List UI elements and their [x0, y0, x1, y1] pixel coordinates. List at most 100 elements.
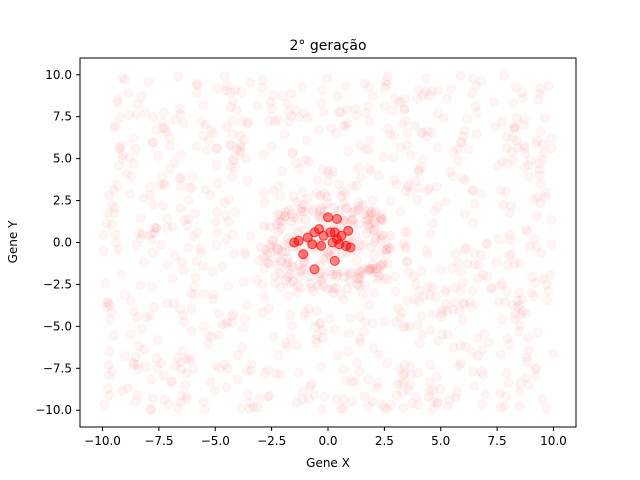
scatter-point-bg [542, 295, 553, 306]
scatter-point-bg [167, 273, 178, 284]
scatter-point-bg [368, 318, 378, 329]
scatter-point-bg [169, 157, 180, 168]
scatter-point-bg [467, 88, 478, 99]
scatter-point-bg [331, 394, 342, 405]
scatter-point-halo [368, 215, 379, 226]
scatter-point-bg [329, 324, 340, 335]
scatter-point-bg [192, 227, 203, 238]
scatter-point-halo [364, 206, 375, 216]
scatter-point-bg [372, 383, 382, 393]
scatter-point-bg [366, 265, 377, 276]
scatter-point-halo [347, 207, 358, 218]
scatter-point-bg [147, 199, 158, 210]
scatter-point-bg [162, 214, 173, 225]
scatter-point-bg [211, 360, 222, 371]
scatter-point-bg [368, 343, 379, 354]
scatter-point-bg [245, 231, 256, 242]
scatter-point-bg [227, 317, 238, 328]
scatter-point-bg [205, 190, 216, 201]
scatter-point-bg [206, 331, 217, 342]
scatter-point-halo [279, 240, 290, 250]
scatter-point-halo [354, 201, 365, 212]
scatter-point-bg [531, 371, 541, 382]
scatter-point-bg [402, 256, 413, 267]
scatter-point-bg [219, 319, 230, 329]
scatter-point-halo [370, 206, 381, 217]
scatter-point-bg [126, 171, 137, 182]
scatter-point-bg [388, 152, 399, 163]
scatter-point-bg [116, 140, 127, 151]
scatter-point-bg [302, 193, 313, 204]
scatter-point-bg [496, 314, 507, 325]
scatter-point-bg [308, 286, 319, 297]
scatter-point-bg [167, 376, 178, 387]
scatter-point-bg [530, 139, 541, 150]
scatter-point-halo [283, 204, 294, 215]
scatter-point-halo [370, 217, 381, 228]
scatter-point-bg [529, 195, 540, 205]
scatter-point-halo [331, 221, 342, 232]
scatter-point-bg [530, 233, 541, 244]
scatter-point-bg [324, 168, 335, 179]
scatter-point-bg [462, 258, 473, 269]
scatter-point-bg [410, 279, 421, 290]
scatter-point-bg [303, 394, 314, 405]
scatter-point-bg [418, 291, 429, 302]
scatter-point-bg [175, 180, 186, 191]
scatter-point-bg [362, 265, 373, 276]
scatter-point-bg [477, 269, 488, 280]
scatter-point-bg [227, 129, 238, 140]
scatter-point-bg [546, 215, 557, 225]
y-axis: −10.0 −7.5 −5.0 −2.5 0.0 2.5 5.0 7.5 10.0 [35, 68, 80, 417]
scatter-point-bg [303, 156, 314, 167]
scatter-point-bg [328, 166, 339, 177]
scatter-point-bg [334, 179, 344, 190]
scatter-point-bg [237, 116, 248, 127]
scatter-point-bg [208, 294, 219, 305]
x-tick-label: 2.5 [375, 434, 394, 448]
scatter-point-bg [413, 164, 424, 175]
scatter-point-bg [447, 171, 458, 182]
scatter-point-bg [196, 247, 207, 258]
scatter-point-bg [462, 114, 473, 125]
scatter-point-bg [338, 403, 349, 414]
scatter-point-bg [395, 206, 406, 217]
scatter-point-bg [157, 117, 168, 127]
scatter-point-bg [471, 129, 482, 140]
scatter-point-bg [201, 145, 212, 156]
scatter-point-bg [231, 105, 242, 116]
scatter-point-halo [265, 239, 276, 250]
scatter-point-bg [395, 312, 406, 323]
scatter-point-bg [109, 330, 120, 341]
scatter-point-bg [335, 106, 346, 117]
scatter-point-bg [186, 304, 197, 314]
scatter-point-bg [253, 402, 263, 413]
scatter-point-bg [241, 153, 252, 164]
scatter-point-bg [312, 175, 323, 186]
scatter-point-bg [287, 147, 298, 158]
scatter-point-bg [269, 116, 280, 127]
scatter-point-bg [518, 92, 529, 103]
scatter-point-bg [519, 140, 530, 151]
scatter-point-bg [191, 80, 202, 91]
scatter-point-bg [178, 345, 188, 356]
scatter-point-bg [206, 125, 216, 136]
scatter-point-bg [494, 388, 505, 399]
scatter-point-bg [236, 403, 247, 414]
scatter-point-bg [173, 71, 184, 82]
scatter-point-bg [339, 121, 350, 132]
scatter-point-bg [501, 131, 512, 142]
x-tick-label: 5.0 [431, 434, 450, 448]
scatter-point-bg [418, 154, 429, 165]
scatter-point-bg [348, 214, 359, 225]
scatter-point-bg [400, 243, 411, 254]
y-tick-label: −10.0 [35, 403, 72, 417]
scatter-point-bg [467, 347, 478, 358]
scatter-point-bg [385, 196, 396, 207]
scatter-point-bg [504, 339, 515, 350]
scatter-point-bg [109, 202, 120, 213]
scatter-point-bg [263, 391, 274, 402]
scatter-point-bg [521, 352, 532, 363]
scatter-point-halo [274, 216, 285, 227]
scatter-point-bg [183, 242, 194, 253]
